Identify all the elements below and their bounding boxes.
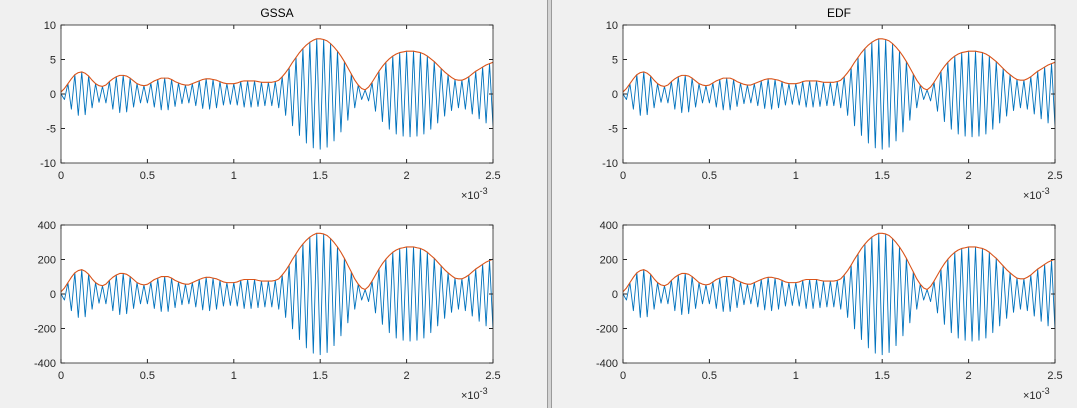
- plot: [623, 38, 1055, 150]
- x-tick-label: 0: [620, 170, 626, 182]
- y-tick-label: 5: [612, 55, 618, 67]
- chart-title: EDF: [827, 6, 851, 20]
- y-tick-label: -5: [46, 124, 56, 136]
- y-tick-label: 10: [44, 20, 56, 32]
- x-tick-label: 1.5: [875, 370, 890, 382]
- y-tick-label: 200: [38, 255, 56, 267]
- x-tick-label: 2: [966, 170, 972, 182]
- x-tick-label: 0.5: [702, 170, 717, 182]
- x-scale-base: ×10: [461, 390, 480, 402]
- axes-box: [60, 24, 494, 164]
- x-tick-label: 1.5: [875, 170, 890, 182]
- y-tick-label: 10: [606, 20, 618, 32]
- x-tick-label: 0.5: [140, 170, 155, 182]
- x-tick-label: 0.5: [140, 370, 155, 382]
- x-tick-label: 0.5: [702, 370, 717, 382]
- y-tick-label: 0: [612, 289, 618, 301]
- data-line: [61, 38, 493, 93]
- x-scale-exponent: -3: [480, 386, 488, 396]
- x-tick-label: 2.5: [485, 170, 500, 182]
- x-tick-label: 0: [58, 370, 64, 382]
- y-tick-label: -400: [34, 358, 56, 370]
- y-tick-label: 400: [38, 220, 56, 232]
- plot: [623, 232, 1055, 356]
- x-tick-label: 1.5: [313, 370, 328, 382]
- x-tick-label: 1.5: [313, 170, 328, 182]
- axes-box: [622, 224, 1056, 364]
- axes: -400 -200 0 200 400 0 0.5 1 1.5 2 2.5 ×10-3: [34, 220, 501, 402]
- data-line: [61, 38, 493, 150]
- plot: [61, 232, 493, 356]
- y-tick-label: 0: [612, 89, 618, 101]
- x-tick-label: 2: [404, 370, 410, 382]
- axes: -400 -200 0 200 400 0 0.5 1 1.5 2 2.5 ×10-3: [596, 220, 1063, 402]
- plot: [61, 38, 493, 150]
- y-tick-label: 0: [50, 89, 56, 101]
- x-scale-exponent: -3: [480, 186, 488, 196]
- y-tick-label: -200: [596, 324, 618, 336]
- window-divider: [547, 0, 552, 408]
- x-tick-label: 2.5: [1047, 370, 1062, 382]
- x-scale-exponent: -3: [1042, 186, 1050, 196]
- y-tick-label: 200: [600, 255, 618, 267]
- x-tick-label: 1: [231, 370, 237, 382]
- y-tick-label: 5: [50, 55, 56, 67]
- y-tick-label: -10: [602, 158, 618, 170]
- data-line: [623, 232, 1055, 293]
- axes: -10 -5 0 5 10 0 0.5 1 1.5 2 2.5 EDF ×10-3: [602, 6, 1063, 202]
- y-tick-label: 400: [600, 220, 618, 232]
- chart-title: GSSA: [260, 6, 293, 20]
- x-tick-label: 1: [231, 170, 237, 182]
- x-tick-label: 1: [793, 170, 799, 182]
- y-tick-label: -400: [596, 358, 618, 370]
- data-line: [623, 38, 1055, 150]
- y-tick-label: -200: [34, 324, 56, 336]
- x-tick-label: 2: [404, 170, 410, 182]
- x-scale-label: ×10-3: [461, 386, 488, 402]
- x-scale-exponent: -3: [1042, 386, 1050, 396]
- data-line: [623, 38, 1055, 93]
- data-line: [61, 232, 493, 293]
- x-scale-base: ×10: [461, 190, 480, 202]
- axes: -10 -5 0 5 10 0 0.5 1 1.5 2 2.5 GSSA ×10-3: [40, 6, 501, 202]
- data-line: [61, 232, 493, 356]
- x-tick-label: 1: [793, 370, 799, 382]
- y-tick-label: -10: [40, 158, 56, 170]
- x-tick-label: 2.5: [1047, 170, 1062, 182]
- x-scale-base: ×10: [1023, 190, 1042, 202]
- x-tick-label: 2.5: [485, 370, 500, 382]
- x-scale-label: ×10-3: [461, 186, 488, 202]
- x-scale-base: ×10: [1023, 390, 1042, 402]
- x-scale-label: ×10-3: [1023, 386, 1050, 402]
- x-scale-label: ×10-3: [1023, 186, 1050, 202]
- y-tick-label: 0: [50, 289, 56, 301]
- x-tick-label: 0: [620, 370, 626, 382]
- data-line: [623, 232, 1055, 356]
- x-tick-label: 0: [58, 170, 64, 182]
- y-tick-label: -5: [608, 124, 618, 136]
- axes-box: [622, 24, 1056, 164]
- axes-box: [60, 224, 494, 364]
- x-tick-label: 2: [966, 370, 972, 382]
